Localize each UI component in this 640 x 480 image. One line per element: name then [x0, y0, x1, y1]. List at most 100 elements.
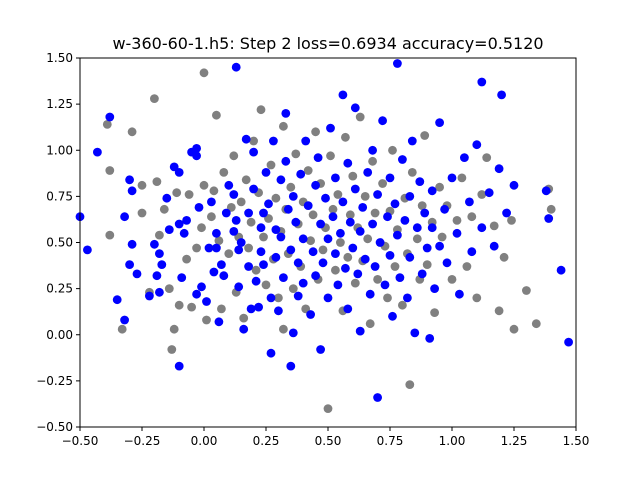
scatter-point-series-1 — [105, 166, 115, 175]
scatter-point-series-0 — [365, 289, 375, 299]
scatter-point-series-1 — [219, 168, 229, 177]
scatter-point-series-0 — [420, 208, 430, 218]
scatter-point-series-1 — [343, 252, 353, 262]
scatter-point-series-0 — [417, 269, 427, 279]
scatter-point-series-1 — [286, 182, 296, 192]
scatter-point-series-0 — [244, 208, 254, 218]
scatter-point-series-0 — [497, 90, 506, 100]
y-tick-label: −0.25 — [36, 374, 73, 388]
scatter-point-series-0 — [286, 245, 296, 255]
scatter-point-series-0 — [422, 243, 432, 253]
scatter-point-series-0 — [281, 109, 291, 118]
scatter-point-series-0 — [83, 245, 92, 255]
scatter-point-series-0 — [321, 193, 330, 203]
scatter-point-series-0 — [293, 258, 303, 268]
scatter-point-series-1 — [261, 280, 271, 290]
scatter-point-series-0 — [293, 291, 303, 301]
scatter-point-series-0 — [311, 271, 320, 281]
scatter-point-series-0 — [271, 225, 281, 235]
scatter-point-series-0 — [229, 190, 239, 199]
x-axis: −0.50 −0.25 0.00 0.25 0.50 0.75 1.00 1.25 1.50 — [62, 427, 590, 448]
scatter-point-series-0 — [313, 153, 323, 163]
scatter-point-series-1 — [199, 68, 209, 78]
scatter-point-series-1 — [174, 300, 184, 310]
scatter-point-series-0 — [407, 136, 417, 146]
scatter-point-series-1 — [217, 304, 226, 314]
scatter-point-series-0 — [132, 269, 142, 279]
scatter-point-series-0 — [283, 204, 293, 214]
scatter-point-series-1 — [182, 254, 192, 264]
scatter-point-series-0 — [502, 208, 511, 218]
scatter-point-series-1 — [236, 197, 246, 207]
x-tick-label: 1.50 — [563, 434, 590, 448]
scatter-point-series-1 — [412, 234, 422, 244]
scatter-point-series-0 — [343, 304, 353, 314]
scatter-point-series-0 — [378, 116, 387, 126]
scatter-point-series-0 — [403, 293, 412, 303]
scatter-point-series-1 — [256, 105, 266, 115]
scatter-point-series-0 — [291, 217, 301, 227]
scatter-point-series-0 — [150, 239, 159, 249]
scatter-point-series-0 — [323, 234, 333, 244]
y-tick-label: 0.25 — [46, 282, 73, 296]
scatter-point-series-0 — [231, 216, 241, 225]
x-tick-label: 1.25 — [501, 434, 528, 448]
scatter-point-series-0 — [120, 315, 129, 325]
scatter-point-series-1 — [246, 217, 256, 227]
scatter-point-series-1 — [169, 324, 179, 334]
scatter-point-series-1 — [328, 204, 338, 214]
scatter-point-series-0 — [234, 282, 244, 292]
scatter-point-series-0 — [331, 249, 340, 258]
scatter-point-series-1 — [494, 306, 504, 316]
scatter-point-series-1 — [214, 236, 224, 246]
scatter-point-series-1 — [226, 203, 236, 212]
scatter-point-series-0 — [452, 228, 462, 238]
scatter-point-series-1 — [167, 345, 177, 354]
scatter-point-series-0 — [333, 280, 343, 290]
scatter-point-series-0 — [331, 173, 340, 183]
scatter-point-series-0 — [192, 151, 202, 161]
scatter-point-series-1 — [383, 293, 392, 303]
scatter-point-series-1 — [155, 230, 164, 240]
scatter-point-series-0 — [306, 310, 315, 319]
scatter-point-series-0 — [460, 153, 469, 163]
scatter-point-series-0 — [152, 271, 162, 281]
scatter-point-series-1 — [333, 190, 343, 199]
scatter-point-series-1 — [199, 180, 209, 190]
scatter-point-series-0 — [311, 180, 320, 190]
scatter-point-series-0 — [412, 223, 422, 233]
scatter-point-series-0 — [375, 238, 385, 247]
scatter-point-series-0 — [298, 278, 308, 288]
scatter-point-series-1 — [507, 216, 516, 225]
scatter-point-series-0 — [318, 258, 328, 268]
scatter-point-series-1 — [368, 156, 377, 166]
scatter-point-series-0 — [239, 324, 249, 334]
y-tick-label: 1.25 — [46, 97, 73, 111]
scatter-point-series-1 — [398, 300, 407, 310]
scatter-point-series-0 — [179, 228, 189, 238]
scatter-point-series-1 — [531, 319, 541, 329]
y-tick-label: 0.75 — [46, 189, 73, 203]
scatter-point-series-0 — [177, 273, 187, 282]
scatter-point-series-1 — [355, 112, 365, 122]
scatter-point-series-1 — [209, 186, 219, 196]
scatter-point-series-1 — [102, 120, 112, 129]
scatter-point-series-0 — [224, 180, 234, 190]
scatter-point-series-0 — [202, 297, 211, 306]
scatter-point-series-0 — [338, 90, 348, 100]
scatter-point-series-1 — [192, 243, 202, 253]
scatter-point-series-1 — [288, 284, 298, 293]
scatter-point-series-0 — [405, 192, 415, 201]
chart-title: w-360-60-1.h5: Step 2 loss=0.6934 accura… — [112, 34, 543, 53]
scatter-point-series-1 — [457, 173, 467, 183]
scatter-point-series-0 — [348, 243, 358, 253]
scatter-point-series-0 — [373, 190, 382, 199]
scatter-point-series-1 — [499, 252, 509, 262]
scatter-point-series-1 — [303, 166, 313, 175]
scatter-point-series-1 — [348, 171, 358, 181]
scatter-point-series-0 — [281, 156, 291, 166]
scatter-point-series-0 — [440, 204, 449, 214]
scatter-point-series-0 — [350, 103, 360, 113]
scatter-point-series-0 — [323, 293, 333, 303]
scatter-point-series-1 — [417, 201, 427, 211]
